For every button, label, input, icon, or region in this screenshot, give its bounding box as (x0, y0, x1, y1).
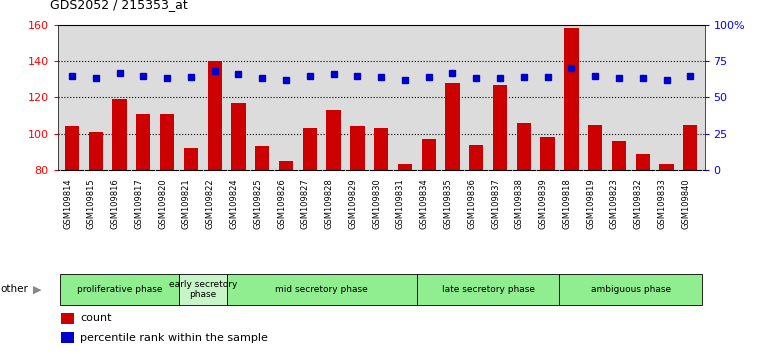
Bar (398, 165, 412, 315)
Bar (588, 125, 602, 315)
Bar (255, 146, 270, 315)
Text: early secretory
phase: early secretory phase (169, 280, 237, 299)
Text: GSM109821: GSM109821 (182, 178, 191, 229)
Bar (112, 99, 127, 315)
Bar (612, 141, 626, 315)
Text: GSM109832: GSM109832 (634, 178, 643, 229)
Text: GSM109816: GSM109816 (111, 178, 119, 229)
Bar (279, 161, 293, 315)
Bar (517, 123, 531, 315)
Bar (564, 28, 578, 315)
Text: ambiguous phase: ambiguous phase (591, 285, 671, 294)
Bar (184, 148, 198, 315)
Bar (65, 126, 79, 315)
Text: GSM109815: GSM109815 (87, 178, 95, 229)
Text: GSM109833: GSM109833 (658, 178, 667, 229)
Text: GSM109823: GSM109823 (610, 178, 619, 229)
Bar (417, 274, 560, 304)
Bar (61, 313, 74, 324)
Text: count: count (80, 313, 112, 323)
Bar (469, 144, 484, 315)
Text: GSM109826: GSM109826 (277, 178, 286, 229)
Text: percentile rank within the sample: percentile rank within the sample (80, 332, 268, 343)
Bar (179, 274, 226, 304)
Text: GSM109840: GSM109840 (681, 178, 690, 229)
Text: ▶: ▶ (33, 284, 42, 295)
Bar (208, 61, 222, 315)
Bar (231, 103, 246, 315)
Bar (89, 132, 103, 315)
Text: GSM109831: GSM109831 (396, 178, 405, 229)
Bar (683, 125, 698, 315)
Text: GSM109838: GSM109838 (515, 178, 524, 229)
Bar (303, 128, 317, 315)
Text: GSM109818: GSM109818 (562, 178, 571, 229)
Text: GSM109824: GSM109824 (229, 178, 239, 229)
Text: GSM109834: GSM109834 (420, 178, 429, 229)
Text: GSM109822: GSM109822 (206, 178, 215, 229)
Bar (541, 137, 554, 315)
Bar (326, 110, 340, 315)
Text: GSM109829: GSM109829 (348, 178, 357, 229)
Text: GSM109819: GSM109819 (586, 178, 595, 229)
Bar (374, 128, 388, 315)
Bar (560, 274, 702, 304)
Text: GSM109836: GSM109836 (467, 178, 477, 229)
Text: late secretory phase: late secretory phase (442, 285, 534, 294)
Text: GSM109835: GSM109835 (444, 178, 453, 229)
Text: GSM109820: GSM109820 (158, 178, 167, 229)
Text: GSM109839: GSM109839 (538, 178, 547, 229)
Text: GDS2052 / 215353_at: GDS2052 / 215353_at (50, 0, 188, 11)
Bar (136, 114, 150, 315)
Bar (226, 274, 417, 304)
Bar (635, 154, 650, 315)
Text: other: other (1, 284, 28, 295)
Bar (659, 165, 674, 315)
Bar (60, 274, 179, 304)
Text: GSM109827: GSM109827 (301, 178, 310, 229)
Text: mid secretory phase: mid secretory phase (276, 285, 368, 294)
Text: GSM109825: GSM109825 (253, 178, 263, 229)
Text: GSM109828: GSM109828 (325, 178, 333, 229)
Bar (445, 83, 460, 315)
Text: GSM109830: GSM109830 (372, 178, 381, 229)
Text: GSM109814: GSM109814 (63, 178, 72, 229)
Bar (160, 114, 174, 315)
Bar (421, 139, 436, 315)
Bar (350, 126, 364, 315)
Bar (493, 85, 507, 315)
Text: GSM109837: GSM109837 (491, 178, 500, 229)
Text: proliferative phase: proliferative phase (77, 285, 162, 294)
Bar (61, 332, 74, 343)
Text: GSM109817: GSM109817 (134, 178, 143, 229)
